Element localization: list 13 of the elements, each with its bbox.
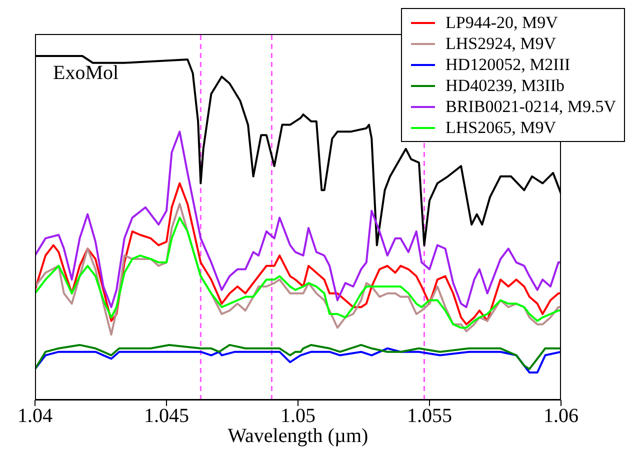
legend-label: HD120052, M2III	[446, 54, 570, 74]
x-tick-label: 1.05	[280, 405, 316, 428]
annotation: ExoMol	[53, 62, 119, 85]
legend-label: LP944-20, M9V	[446, 12, 558, 32]
legend-label: BRIB0021-0214, M9.5V	[446, 96, 616, 116]
legend-label: LHS2924, M9V	[446, 34, 556, 54]
x-tick-label: 1.055	[407, 405, 452, 428]
legend-label: HD40239, M3IIb	[446, 76, 565, 96]
x-tick-label: 1.045	[144, 405, 189, 428]
legend-label: LHS2065, M9V	[446, 118, 556, 138]
x-axis-title: Wavelength (µm)	[228, 425, 368, 447]
x-tick-label: 1.04	[18, 405, 52, 428]
x-tick-label: 1.06	[544, 405, 578, 428]
